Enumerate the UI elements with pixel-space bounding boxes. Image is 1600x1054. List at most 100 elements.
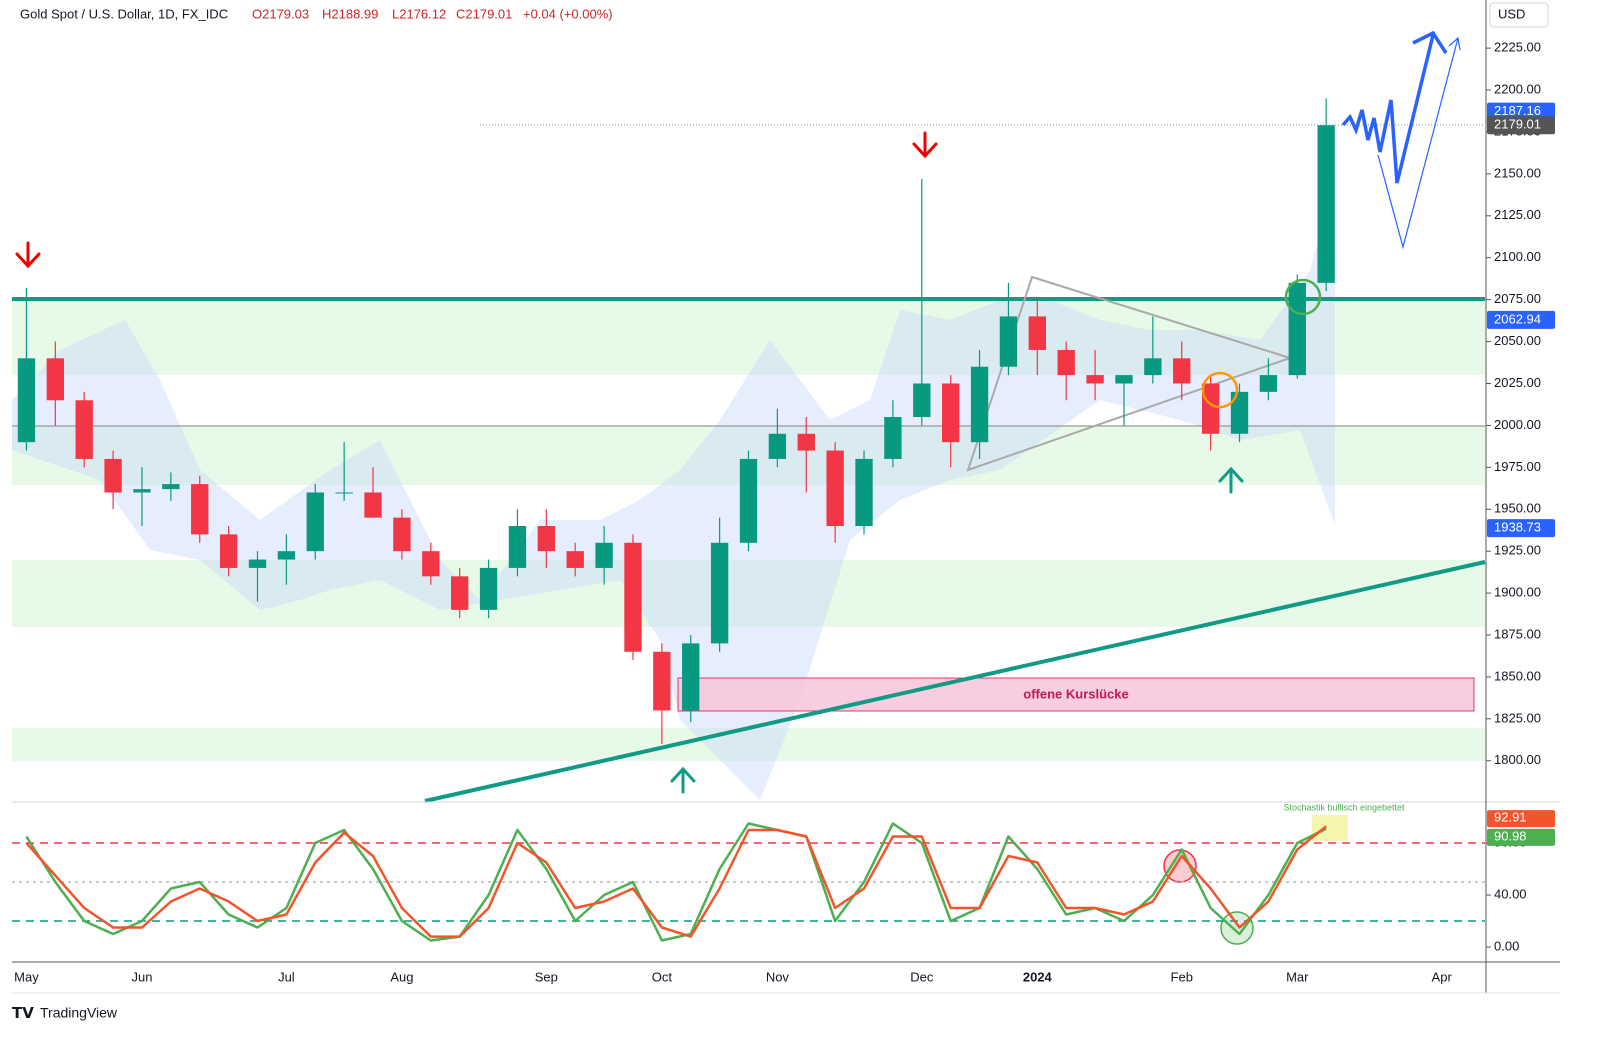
candle-body	[1115, 375, 1133, 384]
gap-label: offene Kurslücke	[1023, 686, 1128, 701]
ohlc: L2176.12	[392, 6, 446, 21]
candle-body	[1230, 391, 1249, 434]
candle-body	[942, 383, 960, 443]
candle-body	[537, 526, 555, 552]
y-tick-label: 2075.00	[1494, 291, 1541, 306]
candle-body	[75, 400, 93, 459]
candle-body	[133, 489, 151, 493]
candle-body	[1259, 375, 1278, 392]
price-badge-label: 2187.16	[1494, 103, 1541, 118]
candle-body	[1288, 282, 1306, 376]
candle-body	[855, 458, 873, 527]
x-tick-label: May	[14, 969, 39, 984]
y-tick-label: 1875.00	[1494, 626, 1541, 641]
candle-body	[248, 559, 267, 568]
header-bg	[14, 2, 654, 26]
candle-body	[1317, 125, 1335, 283]
ohlc: O2179.03	[252, 6, 309, 21]
candle-body	[335, 492, 353, 494]
arrow	[670, 766, 696, 794]
candle-body	[970, 366, 989, 443]
x-tick-label: Feb	[1171, 969, 1193, 984]
stoch-note: Stochastik bullisch eingebettet	[1283, 802, 1405, 812]
candle-body	[710, 542, 729, 644]
y-tick-label: 2225.00	[1494, 40, 1541, 55]
candle-body	[219, 534, 238, 568]
candle-body	[999, 316, 1018, 367]
y-tick-label: 0.00	[1494, 938, 1519, 953]
y-tick-label: 1850.00	[1494, 668, 1541, 683]
y-tick-label: 1975.00	[1494, 459, 1541, 474]
projection-alt-head	[1448, 36, 1461, 51]
zone	[12, 728, 1485, 761]
y-tick-label: 40.00	[1494, 886, 1527, 901]
gap-box	[677, 677, 1475, 712]
projection-alt	[1377, 37, 1459, 250]
price-badge-label: 1938.73	[1494, 520, 1541, 535]
price-badge	[1487, 519, 1555, 538]
y-tick-label: 2025.00	[1494, 375, 1541, 390]
stochastic	[12, 822, 1485, 942]
triangle	[966, 275, 1294, 472]
candle-body	[913, 383, 931, 418]
x-tick-label: Jun	[131, 969, 152, 984]
currency: USD	[1498, 6, 1525, 21]
arrow	[1218, 466, 1244, 494]
price-badge-label: 2179.01	[1494, 117, 1541, 132]
y-tick-label: 1825.00	[1494, 710, 1541, 725]
candle-body	[1028, 316, 1046, 350]
candle-body	[653, 651, 671, 711]
currency-box	[1489, 2, 1549, 28]
candle-body	[826, 450, 844, 527]
y-tick-label: 2050.00	[1494, 333, 1541, 348]
symbol: Gold Spot / U.S. Dollar, 1D, FX_IDC	[20, 6, 228, 21]
highlight	[1312, 815, 1348, 841]
candle-body	[739, 458, 758, 543]
price-badge	[1487, 116, 1555, 135]
brand-logo: 𝗧𝗩	[12, 1005, 34, 1022]
candle-body	[1144, 358, 1162, 376]
ohlc: +0.04 (+0.00%)	[523, 6, 613, 21]
brand: TradingView	[40, 1005, 118, 1021]
stoch-line	[25, 825, 1327, 938]
candle-body	[306, 492, 324, 552]
candle-body	[422, 551, 440, 577]
y-tick-label: 2125.00	[1494, 207, 1541, 222]
candle-body	[451, 576, 469, 610]
ohlc: C2179.01	[456, 6, 512, 21]
candle-body	[17, 358, 36, 443]
candle-body	[566, 551, 584, 568]
candle-body	[277, 551, 296, 560]
trend-line	[424, 560, 1486, 803]
price-badge-label: 2062.94	[1494, 311, 1541, 326]
candle-body	[768, 433, 787, 459]
arrows	[15, 131, 1244, 794]
x-tick-label: Nov	[766, 969, 790, 984]
candle-body	[682, 643, 700, 711]
x-tick-label: Mar	[1286, 969, 1309, 984]
stoch-badge	[1487, 810, 1555, 828]
candle-body	[191, 484, 209, 535]
x-tick-label: Oct	[652, 969, 673, 984]
candle-body	[797, 433, 815, 451]
projection-head	[1412, 30, 1448, 54]
candle-body	[624, 542, 642, 652]
candle-body	[104, 458, 122, 493]
y-tick-label: 2000.00	[1494, 417, 1541, 432]
candle-body	[1173, 358, 1191, 384]
y-tick-label: 2200.00	[1494, 81, 1541, 96]
x-tick-label: Apr	[1432, 969, 1453, 984]
arrow	[15, 241, 41, 269]
price-badge	[1487, 102, 1555, 121]
zone	[12, 300, 1485, 375]
circle	[1220, 911, 1254, 945]
x-tick-label: Aug	[390, 969, 413, 984]
candle-body	[479, 567, 498, 610]
candle-body	[508, 526, 527, 568]
circle	[1284, 278, 1322, 316]
y-tick-label: 2150.00	[1494, 165, 1541, 180]
y-tick-label: 1925.00	[1494, 543, 1541, 558]
candle-body	[46, 358, 64, 401]
y-tick-label: 1900.00	[1494, 585, 1541, 600]
